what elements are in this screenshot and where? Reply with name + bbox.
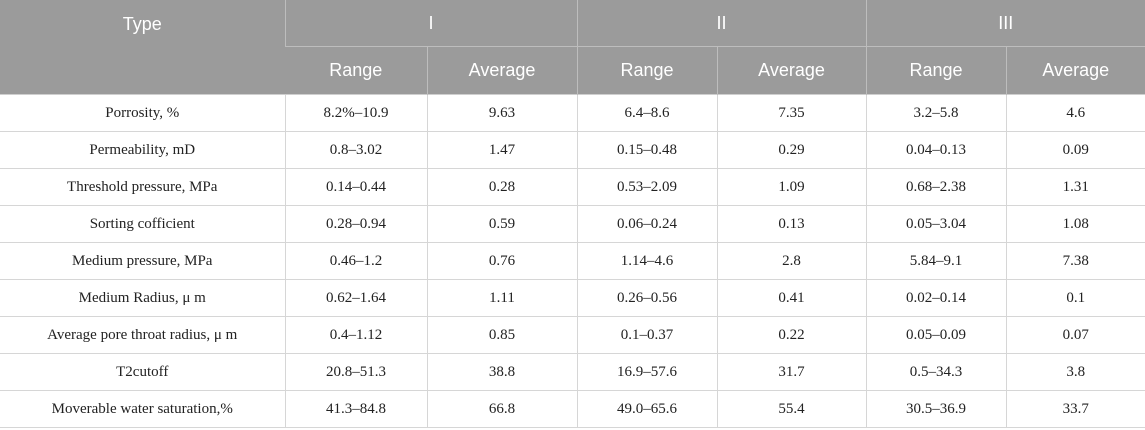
average-cell: 3.8: [1005, 353, 1145, 391]
average-cell: 9.63: [426, 94, 578, 132]
group-header-ii: II: [576, 0, 867, 47]
average-cell: 0.13: [716, 205, 867, 243]
average-cell: 7.38: [1005, 242, 1145, 280]
range-header: Range: [865, 46, 1007, 95]
average-cell: 0.22: [716, 316, 867, 354]
average-cell: 0.1: [1005, 279, 1145, 317]
average-cell: 0.28: [426, 168, 578, 206]
average-header: Average: [716, 46, 867, 95]
range-cell: 0.4–1.12: [284, 316, 427, 354]
table-row: Threshold pressure, MPa 0.14–0.44 0.28 0.53…: [0, 168, 1145, 206]
table-row: Sorting cofficient 0.28–0.94 0.59 0.06–0.24…: [0, 205, 1145, 243]
range-cell: 0.02–0.14: [865, 279, 1007, 317]
row-label: Sorting cofficient: [0, 205, 285, 243]
table-row: Average pore throat radius, μ m 0.4–1.12 0…: [0, 316, 1145, 354]
range-cell: 49.0–65.6: [576, 390, 718, 428]
average-cell: 7.35: [716, 94, 867, 132]
type-header: Type: [0, 0, 285, 95]
average-cell: 0.41: [716, 279, 867, 317]
group-header-i: I: [284, 0, 578, 47]
range-cell: 0.46–1.2: [284, 242, 427, 280]
average-cell: 2.8: [716, 242, 867, 280]
range-cell: 30.5–36.9: [865, 390, 1007, 428]
range-cell: 6.4–8.6: [576, 94, 718, 132]
table-body: Porrosity, % 8.2%–10.9 9.63 6.4–8.6 7.35 3.2–…: [0, 94, 1145, 428]
average-cell: 0.09: [1005, 131, 1145, 169]
average-cell: 0.07: [1005, 316, 1145, 354]
range-cell: 41.3–84.8: [284, 390, 427, 428]
range-cell: 0.8–3.02: [284, 131, 427, 169]
average-cell: 0.59: [426, 205, 578, 243]
table-header: Type I II III Range Average Range Averag…: [0, 0, 1145, 95]
row-label: T2cutoff: [0, 353, 285, 391]
table-row: T2cutoff 20.8–51.3 38.8 16.9–57.6 31.7 0.5–34…: [0, 353, 1145, 391]
average-cell: 1.08: [1005, 205, 1145, 243]
row-label: Average pore throat radius, μ m: [0, 316, 285, 354]
range-cell: 0.28–0.94: [284, 205, 427, 243]
table-row: Moverable water saturation,% 41.3–84.8 66.…: [0, 390, 1145, 428]
range-cell: 0.04–0.13: [865, 131, 1007, 169]
range-cell: 0.53–2.09: [576, 168, 718, 206]
row-label: Moverable water saturation,%: [0, 390, 285, 428]
table-row: Porrosity, % 8.2%–10.9 9.63 6.4–8.6 7.35 3.2–…: [0, 94, 1145, 132]
average-cell: 31.7: [716, 353, 867, 391]
average-cell: 38.8: [426, 353, 578, 391]
range-cell: 0.5–34.3: [865, 353, 1007, 391]
range-cell: 3.2–5.8: [865, 94, 1007, 132]
range-cell: 0.05–0.09: [865, 316, 1007, 354]
average-cell: 0.76: [426, 242, 578, 280]
group-header-iii: III: [865, 0, 1145, 47]
range-header: Range: [285, 46, 427, 95]
average-cell: 66.8: [426, 390, 578, 428]
table-row: Medium Radius, μ m 0.62–1.64 1.11 0.26–0.56…: [0, 279, 1145, 317]
range-cell: 0.06–0.24: [576, 205, 718, 243]
average-header: Average: [426, 46, 578, 95]
row-label: Medium pressure, MPa: [0, 242, 285, 280]
average-cell: 0.85: [426, 316, 578, 354]
average-cell: 0.29: [716, 131, 867, 169]
range-cell: 8.2%–10.9: [284, 94, 427, 132]
average-cell: 33.7: [1005, 390, 1145, 428]
range-cell: 5.84–9.1: [865, 242, 1007, 280]
average-cell: 1.31: [1005, 168, 1145, 206]
range-cell: 20.8–51.3: [284, 353, 427, 391]
range-cell: 0.15–0.48: [576, 131, 718, 169]
range-cell: 0.14–0.44: [284, 168, 427, 206]
range-cell: 0.68–2.38: [865, 168, 1007, 206]
average-cell: 1.47: [426, 131, 578, 169]
row-label: Medium Radius, μ m: [0, 279, 285, 317]
average-cell: 4.6: [1005, 94, 1145, 132]
range-cell: 16.9–57.6: [576, 353, 718, 391]
table-row: Medium pressure, MPa 0.46–1.2 0.76 1.14–4.6…: [0, 242, 1145, 280]
range-header: Range: [576, 46, 718, 95]
range-cell: 1.14–4.6: [576, 242, 718, 280]
range-cell: 0.05–3.04: [865, 205, 1007, 243]
range-cell: 0.62–1.64: [284, 279, 427, 317]
table-row: Permeability, mD 0.8–3.02 1.47 0.15–0.48 0.2…: [0, 131, 1145, 169]
range-cell: 0.26–0.56: [576, 279, 718, 317]
range-cell: 0.1–0.37: [576, 316, 718, 354]
average-header: Average: [1005, 46, 1145, 95]
average-cell: 55.4: [716, 390, 867, 428]
row-label: Permeability, mD: [0, 131, 285, 169]
average-cell: 1.09: [716, 168, 867, 206]
average-cell: 1.11: [426, 279, 578, 317]
row-label: Threshold pressure, MPa: [0, 168, 285, 206]
row-label: Porrosity, %: [0, 94, 285, 132]
